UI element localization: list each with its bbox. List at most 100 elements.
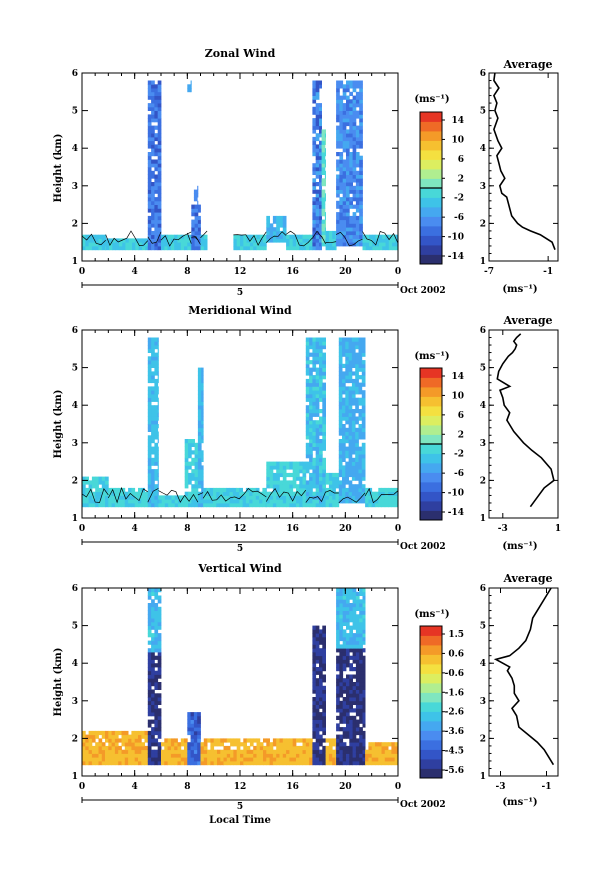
heatmap-cell — [336, 663, 340, 668]
heatmap-cell — [174, 753, 178, 758]
heatmap-cell — [147, 167, 152, 172]
heatmap-cell — [200, 242, 205, 247]
heatmap-cell — [315, 204, 320, 209]
heatmap-cell — [91, 734, 96, 739]
heatmap-cell — [361, 424, 366, 429]
heatmap-cell — [342, 412, 346, 417]
heatmap-cell — [305, 341, 310, 346]
heatmap-cell — [359, 242, 363, 247]
average-profile-line — [496, 333, 555, 508]
heatmap-cell — [348, 469, 353, 474]
heatmap-cell — [147, 614, 152, 619]
heatmap-cell — [170, 761, 175, 766]
heatmap-cell — [124, 749, 129, 754]
heatmap-cell — [378, 749, 382, 754]
heatmap-cell — [342, 371, 346, 376]
heatmap-cell — [151, 457, 155, 462]
heatmap-cell — [365, 246, 370, 251]
heatmap-cell — [147, 378, 152, 384]
heatmap-cell — [243, 761, 247, 766]
heatmap-cell — [322, 640, 326, 645]
heatmap-cell — [355, 465, 359, 470]
heatmap-cell — [319, 133, 322, 138]
heatmap-cell — [154, 461, 159, 466]
heatmap-cell — [336, 745, 340, 751]
heatmap-cell — [114, 738, 119, 743]
heatmap-cell — [319, 174, 322, 179]
heatmap-cell — [98, 480, 103, 485]
heatmap-cell — [299, 749, 303, 754]
heatmap-cell — [328, 495, 333, 500]
heatmap-cell — [312, 140, 317, 145]
heatmap-cell — [88, 734, 93, 739]
colorbar-swatch — [420, 121, 442, 132]
heatmap-cell — [154, 246, 159, 251]
heatmap-cell — [319, 439, 323, 444]
heatmap-cell — [342, 644, 347, 649]
heatmap-cell — [342, 719, 347, 724]
heatmap-cell — [154, 382, 159, 387]
heatmap-cell — [352, 193, 357, 198]
heatmap-cell — [201, 412, 204, 417]
heatmap-cell — [111, 487, 116, 493]
heatmap-cell — [279, 491, 284, 496]
heatmap-cell — [346, 704, 350, 709]
heatmap-cell — [328, 753, 333, 758]
heatmap-cell — [362, 246, 367, 251]
heatmap-cell — [157, 461, 159, 466]
heatmap-cell — [88, 749, 93, 754]
heatmap-cell — [346, 633, 350, 638]
heatmap-cell — [101, 730, 106, 736]
heatmap-cell — [336, 91, 340, 96]
colorbar-swatch — [420, 759, 442, 769]
heatmap-cell — [355, 193, 360, 198]
heatmap-cell — [255, 491, 260, 496]
heatmap-cell — [190, 742, 195, 747]
heatmap-cell — [190, 242, 192, 247]
heatmap-cell — [213, 761, 218, 766]
y-tick-label: 3 — [72, 697, 78, 707]
heatmap-cell — [256, 745, 261, 751]
heatmap-cell — [91, 238, 96, 243]
heatmap-cell — [328, 472, 333, 478]
heatmap-cell — [346, 685, 350, 690]
heatmap-cell — [141, 749, 145, 754]
heatmap-cell — [151, 693, 155, 698]
heatmap-cell — [184, 480, 189, 485]
heatmap-cell — [131, 491, 136, 496]
heatmap-cell — [321, 204, 326, 209]
heatmap-cell — [233, 761, 238, 766]
heatmap-cell — [322, 663, 326, 668]
heatmap-cell — [342, 140, 347, 145]
heatmap-cell — [194, 242, 199, 247]
heatmap-cell — [359, 610, 363, 615]
heatmap-cell — [138, 499, 142, 504]
heatmap-cell — [336, 185, 340, 190]
heatmap-cell — [256, 757, 261, 762]
heatmap-cell — [131, 742, 136, 747]
heatmap-cell — [348, 405, 353, 410]
heatmap-cell — [352, 723, 357, 728]
heatmap-cell — [322, 352, 326, 357]
heatmap-cell — [266, 738, 270, 743]
heatmap-cell — [351, 484, 356, 489]
heatmap-cell — [365, 757, 369, 762]
heatmap-cell — [391, 499, 396, 504]
heatmap-cell — [259, 234, 264, 239]
colorbar-swatch — [420, 425, 442, 435]
meridional-average-unit: (ms⁻¹) — [502, 541, 537, 552]
heatmap-cell — [279, 757, 284, 762]
heatmap-cell — [355, 125, 360, 130]
heatmap-cell — [263, 757, 267, 762]
heatmap-cell — [361, 495, 366, 500]
heatmap-cell — [315, 697, 320, 702]
heatmap-cell — [252, 491, 257, 496]
heatmap-cell — [151, 606, 155, 611]
heatmap-cell — [345, 480, 349, 485]
heatmap-cell — [151, 427, 155, 432]
heatmap-cell — [315, 625, 320, 630]
heatmap-cell — [346, 178, 350, 183]
heatmap-cell — [157, 363, 159, 368]
heatmap-cell — [144, 745, 149, 751]
heatmap-cell — [266, 491, 270, 496]
